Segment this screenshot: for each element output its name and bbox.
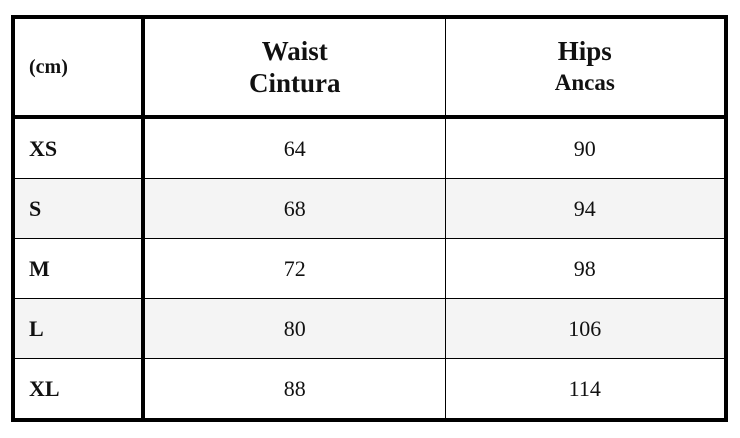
size-label: S [12, 178, 145, 239]
measurement: 106 [444, 298, 727, 359]
measurement: 64 [142, 116, 446, 179]
measurement: 90 [444, 116, 727, 179]
column-title: Waist [261, 36, 328, 66]
size-row: L 80 106 [12, 298, 727, 359]
column-header: Waist Cintura [142, 16, 446, 119]
size-row: XL 88 114 [12, 358, 727, 421]
header-row: (cm) Waist Cintura Hips Ancas [12, 16, 727, 119]
size-label: M [12, 238, 145, 299]
table-body: XS 64 90 S 68 94 M 72 98 L 80 106 XL 88 114 [12, 116, 727, 421]
size-row: XS 64 90 [12, 116, 727, 179]
size-table: (cm) Waist Cintura Hips Ancas XS 64 90 S 68 94 M 7… [11, 15, 728, 422]
size-label: XL [12, 358, 145, 421]
column-header: Hips Ancas [444, 16, 727, 119]
unit-header: (cm) [12, 16, 145, 119]
measurement: 98 [444, 238, 727, 299]
size-row: M 72 98 [12, 238, 727, 299]
measurement: 80 [142, 298, 446, 359]
size-label: L [12, 298, 145, 359]
measurement: 72 [142, 238, 446, 299]
column-title: Hips [557, 36, 612, 66]
measurement: 68 [142, 178, 446, 239]
column-subtitle: Ancas [554, 70, 615, 95]
measurement: 88 [142, 358, 446, 421]
measurement: 114 [444, 358, 727, 421]
size-row: S 68 94 [12, 178, 727, 239]
measurement: 94 [444, 178, 727, 239]
column-subtitle: Cintura [248, 68, 341, 98]
size-label: XS [12, 116, 145, 179]
